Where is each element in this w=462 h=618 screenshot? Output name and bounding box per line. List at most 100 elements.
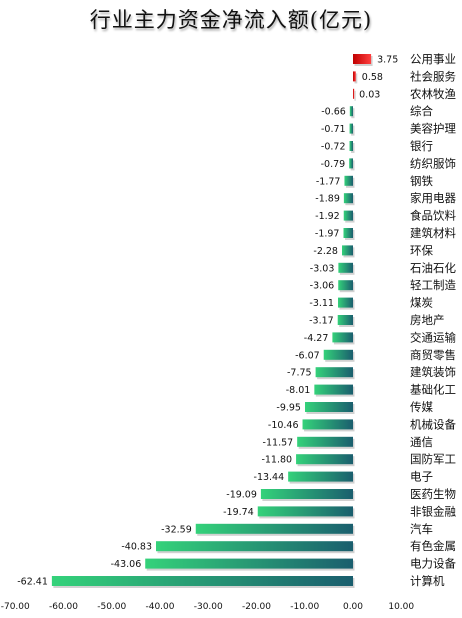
category-label: 综合 (410, 104, 433, 118)
bar (343, 210, 353, 221)
data-label: -9.95 (276, 403, 301, 414)
data-label: -3.06 (310, 281, 335, 292)
category-label: 建筑装饰 (410, 365, 456, 379)
bar (260, 489, 353, 499)
category-label: 银行 (410, 139, 433, 153)
data-label: 3.75 (377, 55, 398, 66)
category-label: 房地产 (410, 313, 445, 327)
category-label: 交通运输 (410, 330, 456, 344)
data-label: -10.46 (268, 420, 299, 431)
category-label: 医药生物 (410, 487, 456, 501)
bar (297, 436, 353, 447)
bar (145, 558, 353, 569)
data-label: -19.09 (226, 490, 257, 501)
chart-title: 行业主力资金净流入额(亿元) (89, 8, 373, 32)
data-label: -1.92 (315, 211, 340, 222)
data-label: -62.41 (17, 577, 48, 588)
bar (338, 280, 353, 291)
bar (315, 367, 353, 378)
bar (302, 419, 353, 430)
x-tick-label: -30.00 (194, 602, 223, 612)
x-tick-label: -10.00 (290, 602, 319, 612)
bar (296, 454, 353, 465)
category-label: 农林牧渔 (410, 87, 456, 101)
category-label: 传媒 (410, 400, 433, 414)
category-label: 有色金属 (410, 539, 456, 553)
x-tick-label: 0.00 (343, 602, 363, 612)
x-tick-label: -20.00 (242, 602, 271, 612)
labels-layer: 3.75 公用事业 0.58 社会服务 0.03 农林牧渔 -0.66 综合 -0.71 美容护理… (17, 52, 456, 588)
bar (341, 245, 353, 256)
data-label: 0.58 (362, 72, 383, 83)
bar (195, 523, 353, 534)
x-tick-label: -60.00 (49, 602, 78, 612)
category-label: 轻工制造 (410, 278, 456, 292)
bar-shadow (354, 73, 358, 84)
category-label: 钢铁 (410, 174, 433, 188)
category-label: 商贸零售 (410, 348, 456, 362)
bar (349, 158, 353, 169)
bars-layer (51, 54, 373, 588)
bar (337, 315, 353, 325)
data-label: -4.27 (304, 333, 329, 344)
data-label: 0.03 (359, 89, 380, 100)
bar (155, 541, 353, 552)
data-label: -32.59 (161, 524, 192, 535)
category-label: 汽车 (410, 522, 433, 536)
bar (338, 262, 353, 273)
data-label: -3.03 (310, 263, 335, 274)
bar-shadow (354, 90, 356, 101)
data-label: -40.83 (121, 542, 152, 553)
category-label: 国防军工 (410, 452, 456, 466)
bar (353, 88, 355, 99)
category-label: 石油石化 (410, 261, 456, 275)
category-label: 家用电器 (410, 191, 456, 205)
x-tick-label: 10.00 (388, 602, 414, 612)
data-label: -1.97 (315, 229, 340, 240)
bar (51, 576, 353, 586)
data-label: -43.06 (111, 559, 142, 570)
category-label: 基础化工 (410, 383, 456, 397)
category-label: 通信 (410, 435, 433, 449)
bar (353, 71, 356, 82)
data-label: -19.74 (223, 507, 254, 518)
x-axis: -70.00 -60.00 -50.00 -40.00 -30.00 -20.00 -10.… (1, 602, 415, 612)
category-label: 非银金融 (410, 504, 456, 518)
data-label: -8.01 (286, 385, 311, 396)
data-label: -1.89 (315, 194, 340, 205)
bar (314, 384, 353, 395)
data-label: -0.71 (321, 124, 346, 135)
bar (353, 54, 372, 64)
data-label: -2.28 (313, 246, 338, 257)
bar (344, 175, 353, 186)
category-label: 纺织服饰 (410, 156, 456, 170)
bar (349, 106, 353, 117)
data-label: -6.07 (295, 350, 320, 361)
bar (343, 193, 353, 204)
x-tick-label: -70.00 (1, 602, 30, 612)
data-label: -11.80 (261, 455, 292, 466)
bar (332, 332, 353, 343)
category-label: 建筑材料 (410, 226, 456, 240)
bar (304, 402, 353, 412)
category-label: 电子 (410, 470, 433, 484)
data-label: -0.66 (321, 107, 346, 118)
bar (288, 471, 353, 482)
category-label: 社会服务 (410, 69, 456, 83)
bar (349, 123, 353, 134)
category-label: 美容护理 (410, 122, 456, 136)
bar (349, 141, 353, 151)
category-label: 食品饮料 (410, 209, 456, 223)
data-label: -0.79 (321, 159, 346, 170)
data-label: -1.77 (316, 176, 341, 187)
category-label: 机械设备 (410, 417, 456, 431)
category-label: 公用事业 (410, 52, 456, 66)
category-label: 煤炭 (410, 296, 433, 310)
category-label: 环保 (410, 243, 433, 257)
x-tick-label: -50.00 (97, 602, 126, 612)
data-label: -3.11 (309, 298, 334, 309)
x-tick-label: -40.00 (145, 602, 174, 612)
bar (343, 228, 353, 238)
data-label: -11.57 (263, 437, 294, 448)
